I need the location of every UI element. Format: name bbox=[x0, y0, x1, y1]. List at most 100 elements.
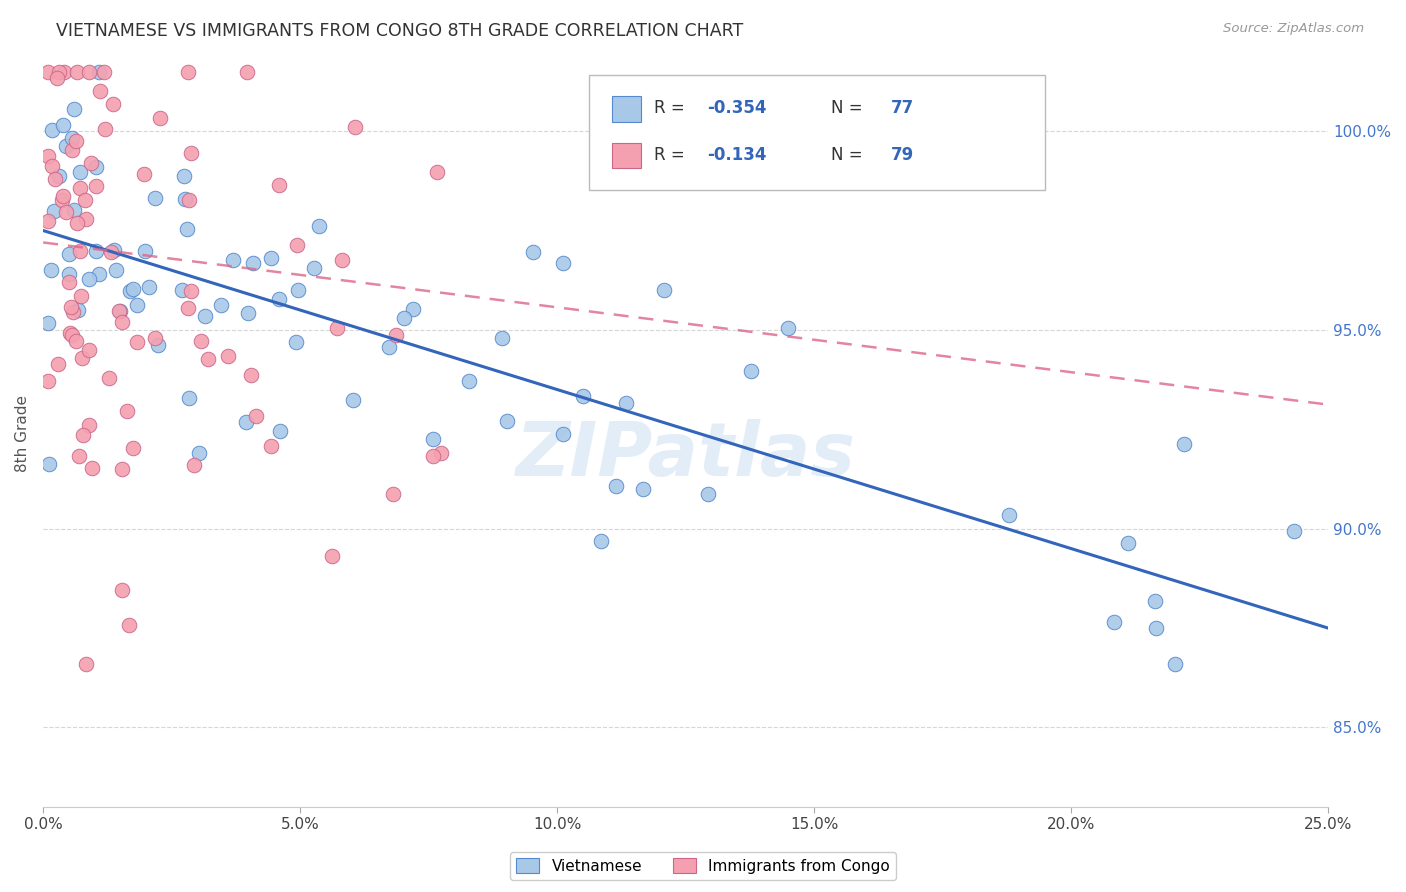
Text: ZIPatlas: ZIPatlas bbox=[516, 419, 856, 492]
Point bbox=[89, 84, 111, 98]
Point bbox=[55, 205, 77, 219]
Point bbox=[118, 618, 141, 632]
Point bbox=[377, 340, 399, 354]
Point bbox=[177, 64, 200, 78]
Point bbox=[197, 351, 219, 366]
Point bbox=[222, 253, 245, 268]
Point bbox=[426, 164, 449, 178]
Point bbox=[343, 120, 366, 135]
Point bbox=[458, 374, 481, 388]
Point bbox=[66, 302, 89, 317]
Point bbox=[66, 64, 89, 78]
Point bbox=[239, 368, 262, 383]
Point bbox=[430, 446, 453, 460]
Point bbox=[148, 112, 170, 126]
Point bbox=[53, 64, 76, 78]
Point bbox=[1102, 615, 1125, 630]
Point bbox=[79, 64, 101, 78]
Point bbox=[60, 301, 83, 315]
Point bbox=[84, 178, 107, 193]
Point bbox=[260, 251, 283, 265]
Point bbox=[115, 404, 138, 418]
Text: 79: 79 bbox=[891, 145, 914, 163]
Point bbox=[125, 335, 148, 350]
Point bbox=[330, 253, 353, 268]
Point bbox=[194, 309, 217, 323]
Point bbox=[245, 409, 267, 423]
Point bbox=[572, 389, 595, 403]
Point bbox=[1173, 437, 1195, 451]
Point bbox=[180, 284, 202, 298]
Bar bbox=[613, 96, 641, 121]
Point bbox=[236, 306, 259, 320]
Text: R =: R = bbox=[654, 99, 685, 117]
Point bbox=[44, 171, 66, 186]
Point bbox=[285, 237, 308, 252]
Point bbox=[392, 310, 415, 325]
Point bbox=[38, 458, 60, 472]
Point bbox=[127, 298, 149, 312]
Point bbox=[79, 271, 101, 285]
Point bbox=[121, 282, 143, 296]
Point bbox=[551, 256, 574, 270]
Point bbox=[176, 222, 198, 236]
Point bbox=[70, 351, 93, 365]
Point bbox=[422, 449, 444, 463]
Point bbox=[63, 102, 86, 116]
Point bbox=[60, 143, 83, 157]
Point bbox=[58, 275, 80, 289]
Point bbox=[179, 391, 201, 405]
Text: R =: R = bbox=[654, 145, 685, 163]
Point bbox=[37, 64, 59, 78]
Point bbox=[84, 244, 107, 259]
Point bbox=[997, 508, 1019, 522]
Point bbox=[170, 283, 193, 297]
Point bbox=[73, 193, 96, 207]
Point bbox=[51, 193, 73, 207]
Point bbox=[77, 417, 100, 432]
Point bbox=[553, 426, 575, 441]
Point bbox=[55, 139, 77, 153]
Point bbox=[103, 243, 125, 257]
Point bbox=[60, 328, 83, 343]
Point bbox=[190, 334, 212, 348]
Point bbox=[173, 169, 195, 183]
Point bbox=[108, 303, 131, 318]
Point bbox=[80, 156, 103, 170]
Point bbox=[75, 211, 97, 226]
Legend: Vietnamese, Immigrants from Congo: Vietnamese, Immigrants from Congo bbox=[510, 852, 896, 880]
Point bbox=[235, 415, 257, 429]
Point bbox=[382, 487, 405, 501]
Point bbox=[63, 203, 86, 218]
Point bbox=[1118, 535, 1140, 549]
FancyBboxPatch shape bbox=[589, 75, 1046, 190]
Point bbox=[342, 393, 364, 408]
Point bbox=[1144, 593, 1167, 607]
Point bbox=[236, 64, 259, 78]
Point bbox=[740, 364, 762, 378]
Point bbox=[37, 213, 59, 227]
Point bbox=[122, 441, 145, 455]
Point bbox=[326, 321, 349, 335]
Point bbox=[62, 304, 84, 318]
Point bbox=[614, 396, 637, 410]
Point bbox=[1164, 657, 1187, 671]
Point bbox=[93, 64, 115, 78]
Point bbox=[41, 123, 63, 137]
Point bbox=[52, 189, 75, 203]
Point bbox=[174, 192, 197, 206]
Point bbox=[267, 178, 290, 192]
Point bbox=[111, 315, 134, 329]
Point bbox=[589, 533, 612, 548]
Point bbox=[58, 267, 80, 281]
Point bbox=[66, 216, 89, 230]
Point bbox=[217, 349, 239, 363]
Point bbox=[177, 301, 200, 315]
Point bbox=[65, 134, 87, 148]
Point bbox=[402, 302, 425, 317]
Point bbox=[77, 343, 100, 358]
Point bbox=[496, 415, 519, 429]
Point bbox=[100, 244, 122, 259]
Point bbox=[267, 293, 290, 307]
Point bbox=[209, 298, 232, 312]
